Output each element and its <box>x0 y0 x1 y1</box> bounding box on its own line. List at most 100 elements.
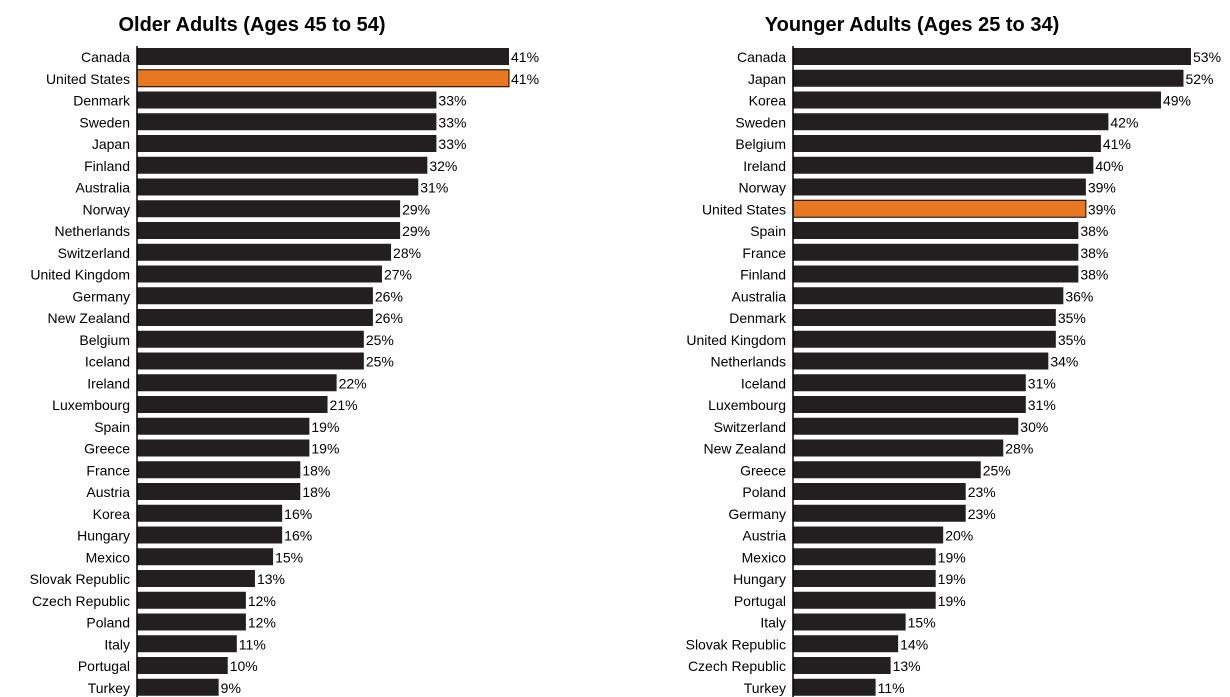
value-label-hungary: 16% <box>284 528 312 544</box>
category-label-ireland: Ireland <box>87 375 130 391</box>
bar-spain <box>793 222 1079 239</box>
category-label-hungary: Hungary <box>733 571 786 587</box>
category-label-iceland: Iceland <box>741 375 786 391</box>
value-label-sweden: 42% <box>1110 114 1138 130</box>
bar-germany <box>793 504 966 522</box>
bar-sweden <box>137 113 437 131</box>
bar-switzerland <box>793 417 1019 435</box>
value-label-austria: 20% <box>945 528 973 544</box>
value-label-denmark: 35% <box>1058 310 1086 326</box>
bar-spain <box>137 417 310 435</box>
category-label-italy: Italy <box>104 636 130 652</box>
value-label-norway: 39% <box>1088 180 1116 196</box>
value-label-czech-republic: 13% <box>893 658 921 674</box>
bar-italy <box>793 613 906 631</box>
category-label-slovak-republic: Slovak Republic <box>30 571 130 587</box>
bar-luxembourg <box>137 396 328 413</box>
value-label-mexico: 19% <box>938 549 966 565</box>
category-label-korea: Korea <box>93 506 131 522</box>
bar-mexico <box>793 548 936 566</box>
bar-ireland <box>137 374 337 392</box>
value-label-greece: 25% <box>983 462 1011 478</box>
bar-united-kingdom <box>137 265 382 283</box>
category-label-finland: Finland <box>740 267 786 283</box>
value-label-slovak-republic: 14% <box>900 636 928 652</box>
category-label-france: France <box>742 245 786 261</box>
bar-france <box>793 243 1079 261</box>
value-label-sweden: 33% <box>438 114 466 130</box>
category-label-new-zealand: New Zealand <box>704 441 787 457</box>
value-label-norway: 29% <box>402 201 430 217</box>
value-label-poland: 23% <box>968 484 996 500</box>
category-label-germany: Germany <box>72 288 130 304</box>
category-label-slovak-republic: Slovak Republic <box>686 636 786 652</box>
value-label-united-states: 41% <box>511 71 539 87</box>
bar-norway <box>137 200 401 218</box>
category-label-czech-republic: Czech Republic <box>688 658 786 674</box>
bar-denmark <box>793 309 1056 326</box>
bar-korea <box>793 91 1161 109</box>
bar-slovak-republic <box>793 635 899 653</box>
category-label-iceland: Iceland <box>85 354 130 370</box>
value-label-finland: 32% <box>429 158 457 174</box>
category-label-germany: Germany <box>728 506 786 522</box>
category-label-united-kingdom: United Kingdom <box>686 332 786 348</box>
value-label-turkey: 9% <box>221 680 241 696</box>
value-label-ireland: 22% <box>339 375 367 391</box>
category-label-united-kingdom: United Kingdom <box>30 267 130 283</box>
category-label-luxembourg: Luxembourg <box>708 397 786 413</box>
value-label-belgium: 41% <box>1103 136 1131 152</box>
chart-panel-younger-adults: Younger Adults (Ages 25 to 34) Canada 53%… <box>686 14 1221 697</box>
value-label-ireland: 40% <box>1095 158 1123 174</box>
category-label-spain: Spain <box>750 223 786 239</box>
value-label-turkey: 11% <box>878 680 905 696</box>
category-label-ireland: Ireland <box>743 158 786 174</box>
value-label-france: 38% <box>1080 245 1108 261</box>
value-label-czech-republic: 12% <box>248 593 276 609</box>
value-label-italy: 11% <box>239 636 266 652</box>
category-label-portugal: Portugal <box>78 658 130 674</box>
bar-austria <box>793 526 944 544</box>
category-label-denmark: Denmark <box>73 93 131 109</box>
value-label-germany: 23% <box>968 506 996 522</box>
bar-denmark <box>137 91 437 109</box>
bar-poland <box>793 483 966 500</box>
bar-australia <box>137 178 419 196</box>
bar-hungary <box>793 570 936 587</box>
category-label-japan: Japan <box>92 136 130 152</box>
bar-slovak-republic <box>137 570 255 587</box>
category-label-greece: Greece <box>740 462 786 478</box>
value-label-iceland: 31% <box>1028 375 1056 391</box>
bar-turkey <box>137 678 219 696</box>
category-label-finland: Finland <box>84 158 130 174</box>
value-label-united-kingdom: 27% <box>384 267 412 283</box>
bar-iceland <box>137 352 364 370</box>
bar-netherlands <box>793 352 1049 370</box>
bar-hungary <box>137 526 283 544</box>
value-label-canada: 53% <box>1193 49 1221 65</box>
category-label-canada: Canada <box>81 49 130 65</box>
value-label-slovak-republic: 13% <box>257 571 285 587</box>
value-label-canada: 41% <box>511 49 539 65</box>
value-label-netherlands: 29% <box>402 223 430 239</box>
value-label-luxembourg: 21% <box>330 397 358 413</box>
value-label-greece: 19% <box>311 441 339 457</box>
value-label-switzerland: 28% <box>393 245 421 261</box>
bar-korea <box>137 504 283 522</box>
category-label-sweden: Sweden <box>735 114 786 130</box>
bar-turkey <box>793 678 876 696</box>
category-label-greece: Greece <box>84 441 130 457</box>
bar-new-zealand <box>137 309 373 326</box>
category-label-hungary: Hungary <box>77 528 130 544</box>
bar-canada <box>793 48 1191 65</box>
value-label-spain: 19% <box>311 419 339 435</box>
bar-switzerland <box>137 243 392 261</box>
bar-norway <box>793 178 1086 196</box>
category-label-korea: Korea <box>749 93 787 109</box>
value-label-united-kingdom: 35% <box>1058 332 1086 348</box>
bar-ireland <box>793 156 1094 174</box>
value-label-hungary: 19% <box>938 571 966 587</box>
value-label-iceland: 25% <box>366 354 394 370</box>
value-label-korea: 16% <box>284 506 312 522</box>
